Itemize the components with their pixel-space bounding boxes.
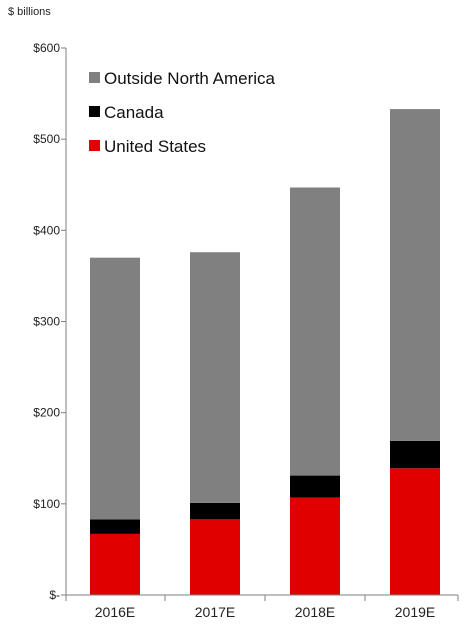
x-axis: 2016E 2017E 2018E 2019E — [65, 594, 459, 620]
bar-segment-united-states — [190, 519, 240, 595]
legend-item: Outside North America — [89, 69, 276, 88]
x-tick-label: 2016E — [95, 604, 135, 620]
legend-label: Outside North America — [104, 69, 276, 88]
x-tick-label: 2019E — [395, 604, 435, 620]
y-tick-label: $400 — [33, 223, 60, 237]
bar-segment-outside-north-america — [390, 109, 440, 441]
unit-label: $ billions — [8, 6, 51, 18]
bar-segment-united-states — [390, 468, 440, 595]
bars — [90, 109, 440, 595]
legend-item: United States — [89, 137, 206, 156]
bar-segment-canada — [90, 519, 140, 534]
legend-item: Canada — [89, 103, 164, 122]
bar-segment-canada — [290, 475, 340, 498]
bar-segment-outside-north-america — [190, 252, 240, 503]
legend: Outside North America Canada United States — [89, 69, 276, 156]
y-tick-label: $300 — [33, 315, 60, 329]
bar-segment-united-states — [290, 497, 340, 595]
legend-swatch — [89, 106, 100, 117]
bar-segment-united-states — [90, 533, 140, 595]
legend-label: Canada — [104, 103, 164, 122]
legend-swatch — [89, 72, 100, 83]
bar-segment-outside-north-america — [90, 257, 140, 520]
y-tick-label: $500 — [33, 132, 60, 146]
y-axis: $- $100 $200 $300 $400 $500 $600 — [33, 41, 67, 602]
bar-segment-canada — [190, 502, 240, 520]
legend-swatch — [89, 140, 100, 151]
x-tick-label: 2017E — [195, 604, 235, 620]
y-tick-label: $- — [49, 588, 60, 602]
bar-segment-canada — [390, 440, 440, 469]
bar-segment-outside-north-america — [290, 187, 340, 476]
y-tick-label: $200 — [33, 406, 60, 420]
y-tick-label: $600 — [33, 41, 60, 55]
x-tick-label: 2018E — [295, 604, 335, 620]
legend-label: United States — [104, 137, 206, 156]
y-tick-label: $100 — [33, 497, 60, 511]
